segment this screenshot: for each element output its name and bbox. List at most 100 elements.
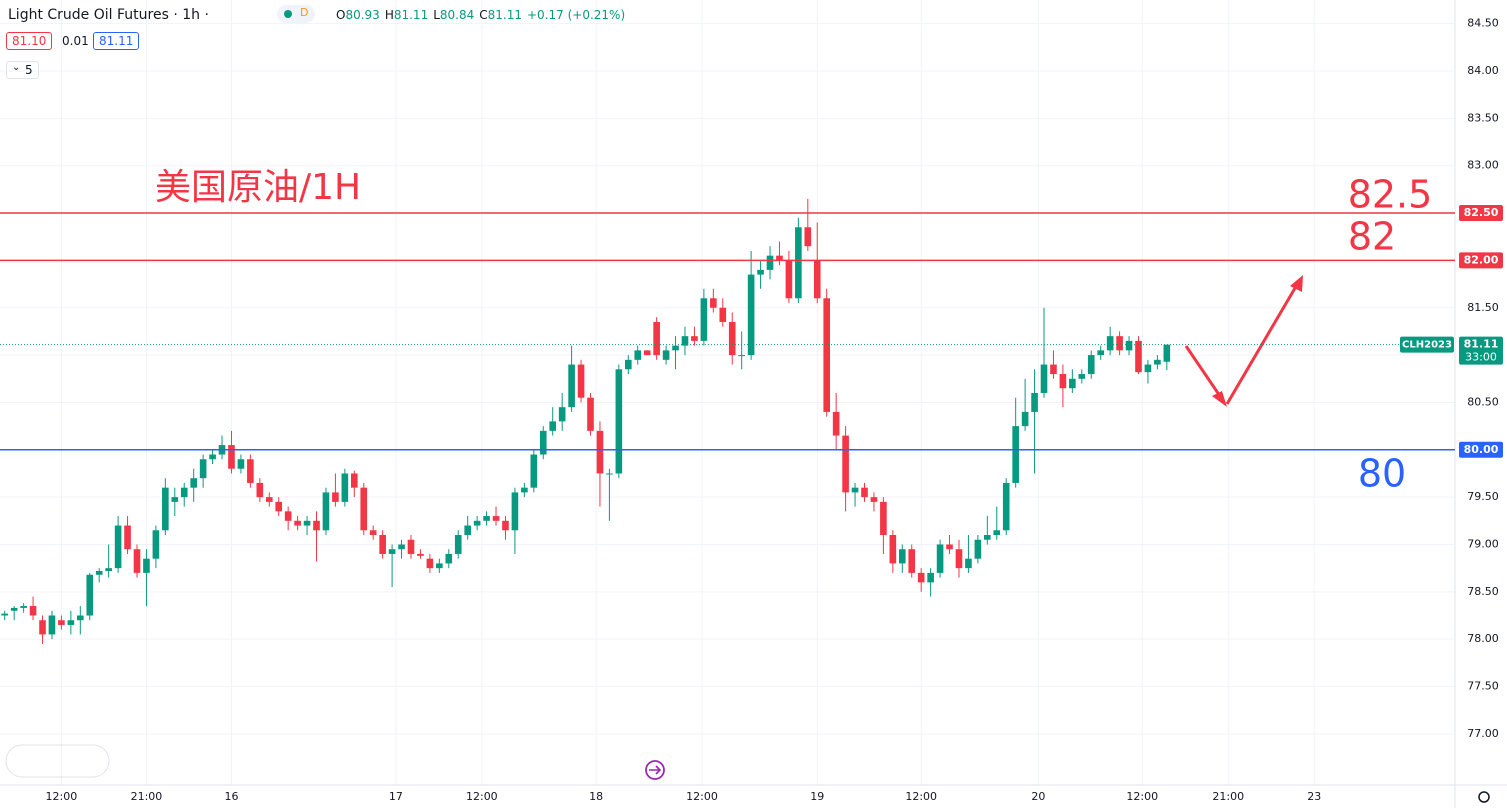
- candle-body: [275, 501, 283, 512]
- candle-body: [1002, 482, 1010, 531]
- y-tick-label: 84.50: [1467, 17, 1499, 30]
- candle-body: [936, 544, 944, 573]
- candle-body: [388, 549, 396, 554]
- candle-body: [228, 445, 235, 469]
- candle-body: [946, 544, 953, 550]
- level-tag: [1459, 252, 1503, 269]
- candle-body: [757, 269, 764, 275]
- candle-body: [738, 355, 745, 357]
- y-tick-label: 80.50: [1467, 395, 1499, 408]
- candle-body: [719, 307, 727, 322]
- x-tick-label: 12:00: [905, 790, 937, 803]
- candle-body: [842, 435, 849, 493]
- candle-body: [426, 558, 434, 569]
- y-tick-label: 79.50: [1467, 490, 1499, 503]
- level-tag: [1459, 441, 1503, 458]
- candle-body: [539, 430, 547, 455]
- ask-box[interactable]: 81.11: [93, 32, 140, 50]
- candle-body: [577, 364, 585, 398]
- annotation-level: 82.5: [1348, 173, 1433, 217]
- settings-icon[interactable]: [1478, 791, 1490, 803]
- candle-body: [1116, 336, 1123, 351]
- x-tick-label: 12:00: [686, 790, 718, 803]
- candle-body: [284, 511, 292, 521]
- candle-body: [247, 459, 254, 483]
- candle-body: [124, 525, 131, 550]
- candle-body: [436, 563, 443, 569]
- ohlc-key: L: [433, 8, 440, 22]
- candle-body: [190, 478, 197, 488]
- candle-body: [417, 553, 424, 556]
- status-dot: [284, 10, 292, 18]
- candle-body: [804, 227, 812, 247]
- level-label: 82.50: [1464, 206, 1499, 219]
- y-tick-label: 83.00: [1467, 159, 1499, 172]
- candle-body: [303, 520, 311, 526]
- candle-body: [1040, 364, 1048, 393]
- toolbar-pill[interactable]: [5, 744, 110, 778]
- candle-body: [492, 516, 500, 521]
- candle-body: [341, 473, 349, 502]
- candle-body: [710, 298, 717, 308]
- bid-box[interactable]: 81.10: [6, 32, 53, 50]
- candle-body: [861, 487, 868, 498]
- candle-body: [643, 350, 651, 356]
- countdown-label: 33:00: [1465, 351, 1497, 364]
- y-tick-label: 83.50: [1467, 111, 1499, 124]
- candle-body: [445, 553, 453, 564]
- level-label: 80.00: [1464, 443, 1499, 456]
- candle-body: [199, 459, 207, 479]
- candle-body: [549, 421, 557, 431]
- indicator-count: 5: [25, 63, 33, 77]
- candle-body: [265, 497, 273, 502]
- candle-body: [530, 454, 538, 488]
- ohlc-value: 81.11: [487, 8, 522, 22]
- ohlc-value: 81.11: [393, 8, 429, 22]
- annotation-level: 82: [1348, 215, 1396, 259]
- indicator-toggle[interactable]: ⌄ 5: [6, 61, 39, 79]
- candle-body: [851, 487, 859, 493]
- candle-body: [917, 572, 925, 583]
- candle-body: [10, 607, 18, 611]
- events-icon[interactable]: [645, 760, 665, 780]
- candle-body: [162, 487, 169, 531]
- candle-body: [48, 615, 56, 635]
- candle-body: [965, 558, 972, 569]
- candle-body: [86, 574, 94, 616]
- candle-body: [747, 274, 755, 356]
- candle-body: [1144, 364, 1152, 373]
- candle-body: [114, 525, 122, 569]
- candle-body: [1135, 340, 1142, 373]
- candle-body: [1125, 340, 1133, 351]
- candle-body: [1059, 374, 1067, 389]
- candle-body: [1154, 359, 1161, 365]
- candle-body: [624, 359, 632, 370]
- candle-body: [133, 549, 141, 573]
- x-tick-label: 21:00: [131, 790, 163, 803]
- candle-body: [332, 492, 339, 502]
- candle-body: [58, 620, 65, 625]
- candle-body: [889, 535, 897, 564]
- symbol-title: Light Crude Oil Futures · 1h ·: [8, 7, 209, 23]
- candle-body: [369, 530, 377, 536]
- candle-body: [171, 497, 179, 502]
- x-tick-label: 17: [389, 790, 403, 803]
- candle-body: [776, 255, 783, 261]
- candle-body: [1050, 364, 1057, 375]
- level-tag: [1459, 205, 1503, 222]
- candle-body: [681, 336, 689, 346]
- annotation-level: 80: [1358, 452, 1406, 496]
- y-tick-label: 77.50: [1467, 680, 1499, 693]
- candle-body: [29, 606, 37, 616]
- price-label: 81.11: [1464, 338, 1499, 351]
- candle-body: [294, 520, 301, 526]
- ohlc-key: H: [384, 8, 394, 22]
- candle-body: [77, 615, 84, 621]
- candle-body: [511, 492, 519, 531]
- candle-body: [927, 572, 934, 583]
- symbol-label: CLH2023: [1402, 340, 1452, 351]
- candle-body: [596, 430, 604, 474]
- candle-body: [322, 492, 330, 531]
- y-tick-label: 79.00: [1467, 537, 1499, 550]
- x-tick-label: 18: [589, 790, 603, 803]
